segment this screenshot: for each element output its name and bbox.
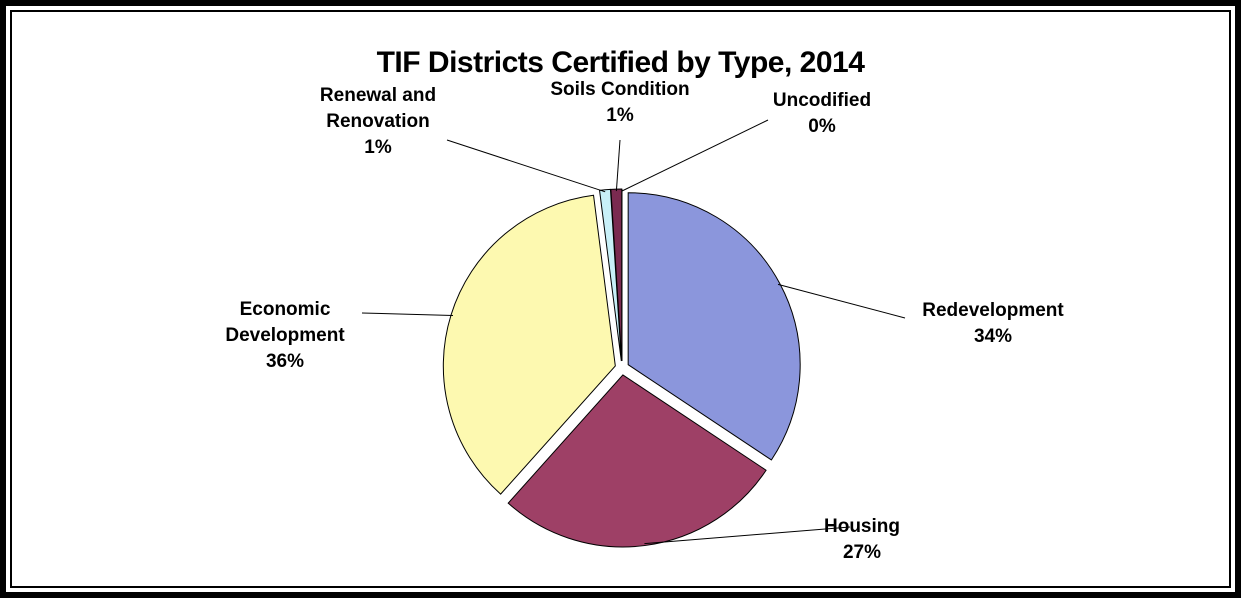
value-label: 1%: [606, 105, 634, 126]
pie-slice: [627, 192, 801, 461]
pie-slice: [507, 374, 767, 548]
category-label: Soils Condition: [550, 79, 690, 100]
data-label: Economic Development 36%: [200, 297, 370, 375]
category-label: Redevelopment: [922, 300, 1064, 321]
leader-line: [361, 312, 453, 316]
value-label: 36%: [265, 351, 305, 372]
value-label: 34%: [973, 326, 1013, 347]
chart-title: TIF Districts Certified by Type, 2014: [376, 46, 865, 79]
pie-slice: [442, 194, 616, 495]
leader-line: [777, 283, 906, 319]
category-label: Economic Development: [225, 299, 345, 346]
leader-line: [615, 139, 621, 192]
data-label: Housing 27%: [802, 514, 922, 566]
data-label: Uncodified 0%: [752, 88, 892, 140]
category-label: Housing: [824, 516, 900, 537]
value-label: 1%: [364, 137, 392, 158]
data-label: Soils Condition 1%: [520, 77, 720, 129]
data-label: Renewal and Renovation 1%: [303, 83, 453, 161]
value-label: 27%: [842, 542, 882, 563]
leader-line: [644, 526, 851, 545]
value-label: 0%: [808, 116, 836, 137]
data-label: Redevelopment 34%: [893, 298, 1093, 350]
inner-frame: [10, 10, 1231, 588]
category-label: Renewal and Renovation: [319, 85, 437, 132]
leader-line: [621, 119, 769, 192]
category-label: Uncodified: [772, 90, 872, 111]
leader-line: [446, 139, 606, 193]
